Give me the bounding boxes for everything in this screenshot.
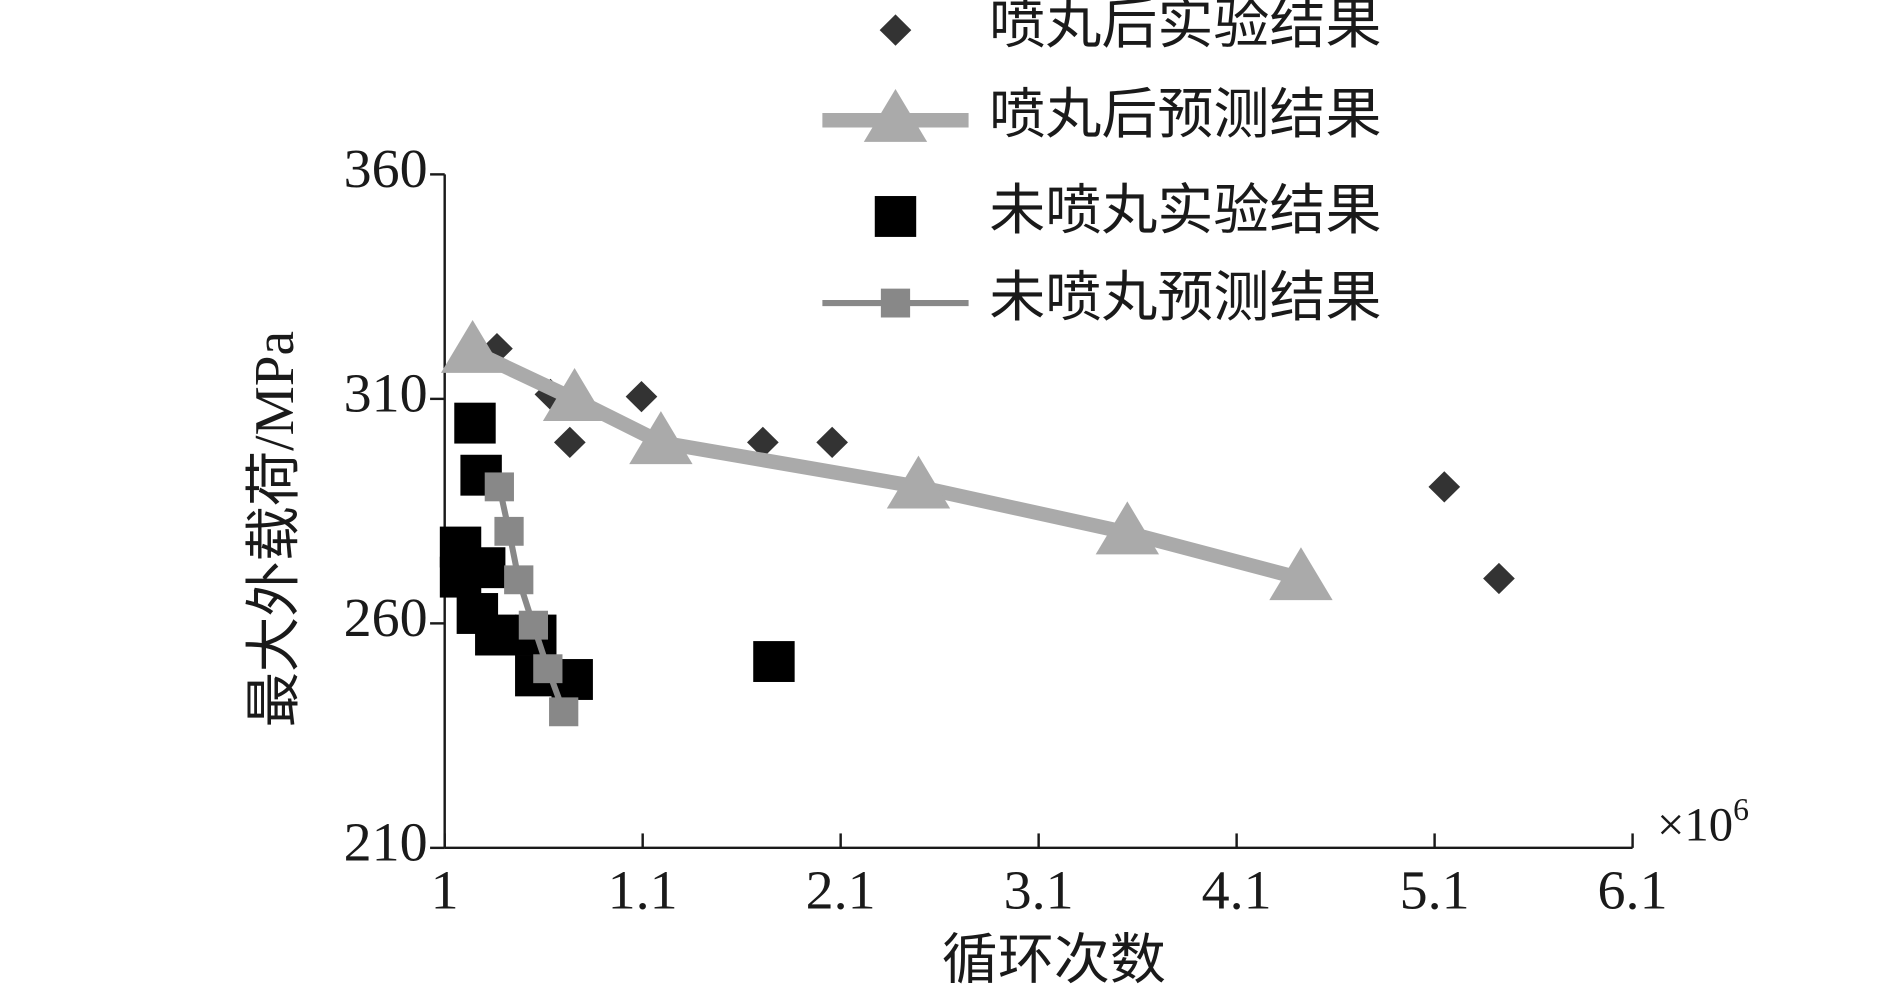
legend-label: 未喷丸实验结果: [989, 180, 1381, 242]
square-marker: [494, 516, 524, 546]
square-marker: [549, 697, 579, 727]
square-marker: [874, 196, 917, 237]
triangle-marker: [1095, 501, 1160, 555]
triangle-marker: [886, 455, 951, 509]
square-marker: [880, 288, 911, 318]
legend-label: 未喷丸预测结果: [989, 267, 1381, 329]
square-marker: [504, 565, 534, 595]
diamond-marker: [747, 426, 779, 459]
triangle-marker: [440, 320, 505, 373]
diamond-marker: [816, 426, 848, 459]
x-tick-label: 1.1: [608, 860, 678, 922]
x-tick-label: 5.1: [1400, 860, 1470, 922]
x-tick-label: 1: [431, 860, 459, 922]
x-axis-label: 循环次数: [942, 930, 1166, 992]
square-marker: [484, 472, 514, 502]
diamond-marker: [1428, 471, 1461, 503]
legend-label: 喷丸后预测结果: [989, 84, 1381, 146]
series-line: [469, 344, 1303, 586]
x-tick-label: 2.1: [806, 860, 876, 922]
square-marker: [454, 402, 496, 444]
x-tick-label: 3.1: [1004, 860, 1074, 922]
diamond-marker: [1483, 562, 1515, 595]
square-marker: [463, 547, 506, 589]
square-marker: [533, 654, 563, 684]
x-multiplier-base: ×10: [1657, 799, 1733, 852]
square-marker: [475, 614, 517, 656]
diamond-marker: [879, 14, 912, 46]
y-tick-label: 260: [344, 587, 428, 649]
x-multiplier: ×106: [1657, 792, 1749, 851]
square-marker: [753, 641, 795, 682]
diamond-marker: [553, 426, 586, 459]
x-multiplier-exp: 6: [1733, 792, 1749, 827]
square-marker: [518, 610, 549, 640]
legend-label: 喷丸后实验结果: [989, 0, 1381, 56]
y-tick-label: 360: [344, 138, 428, 200]
y-axis-label: 最大外载荷/MPa: [244, 331, 306, 727]
y-tick-label: 310: [344, 363, 428, 425]
triangle-marker: [1269, 547, 1333, 601]
triangle-marker: [629, 411, 693, 465]
triangle-marker: [863, 88, 928, 142]
x-tick-label: 4.1: [1202, 860, 1272, 922]
x-tick-label: 6.1: [1598, 860, 1668, 922]
triangle-marker: [542, 368, 607, 421]
y-tick-label: 210: [344, 812, 428, 874]
diamond-marker: [625, 380, 658, 413]
